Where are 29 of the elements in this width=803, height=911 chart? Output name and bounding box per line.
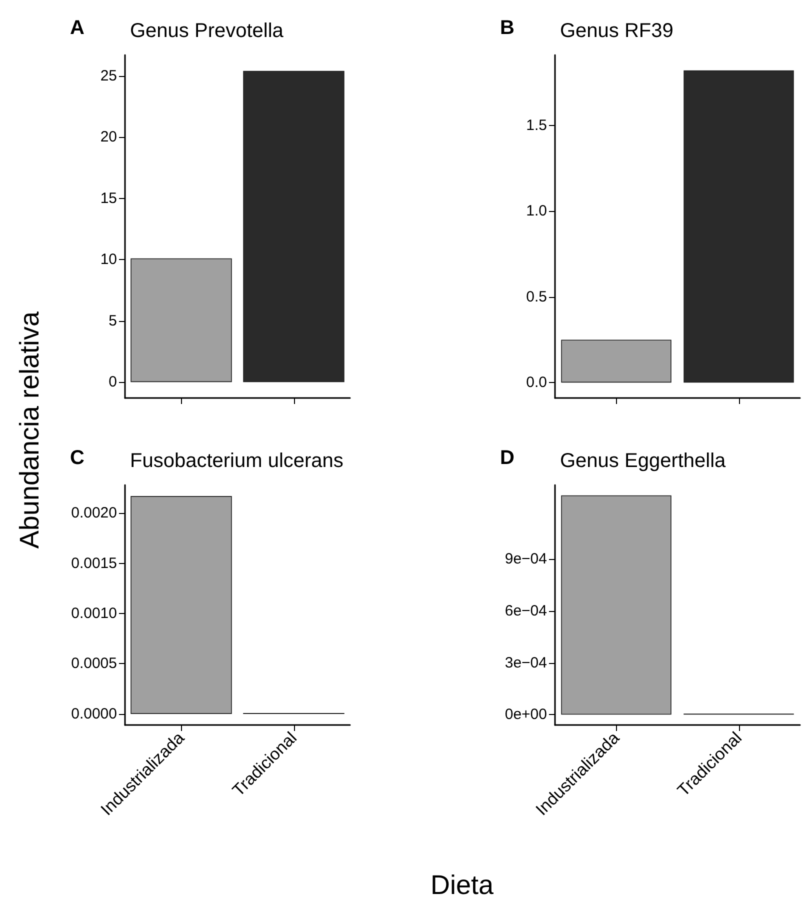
chart-title: Genus RF39 xyxy=(560,20,674,42)
chart-title: Fusobacterium ulcerans xyxy=(130,450,344,472)
text: D xyxy=(500,447,514,469)
y-tick-label: 9e−04 xyxy=(504,550,547,568)
y-tick-label: 15 xyxy=(100,190,117,207)
y-tick-label: 6e−04 xyxy=(504,602,547,620)
y-tick-label: 0.0 xyxy=(526,374,547,392)
y-tick-label: 0.5 xyxy=(526,288,547,306)
y-tick-label: 0 xyxy=(108,374,117,391)
y-tick-label: 10 xyxy=(100,251,117,268)
text: C xyxy=(70,447,84,469)
y-tick-label: 1.5 xyxy=(526,116,547,134)
text: A xyxy=(70,17,84,39)
y-tick-label: 25 xyxy=(100,67,117,84)
y-tick-label: 20 xyxy=(100,128,117,146)
y-tick-label: 0e+00 xyxy=(504,706,547,724)
y-tick-label: 0.0020 xyxy=(71,504,117,522)
y-tick-label: 0.0015 xyxy=(71,554,117,572)
y-tick-label: 5 xyxy=(108,312,117,330)
x-axis-title: Dieta xyxy=(430,870,494,901)
text: B xyxy=(500,17,514,39)
chart-title: Genus Prevotella xyxy=(130,20,284,42)
y-axis-title: Abundancia relativa xyxy=(14,311,46,549)
y-tick-label: 0.0000 xyxy=(71,705,117,722)
y-tick-label: 3e−04 xyxy=(504,654,547,672)
y-tick-label: 1.0 xyxy=(526,202,547,220)
chart-title: Genus Eggerthella xyxy=(560,450,727,472)
y-tick-label: 0.0005 xyxy=(71,655,117,672)
y-tick-label: 0.0010 xyxy=(71,605,117,622)
